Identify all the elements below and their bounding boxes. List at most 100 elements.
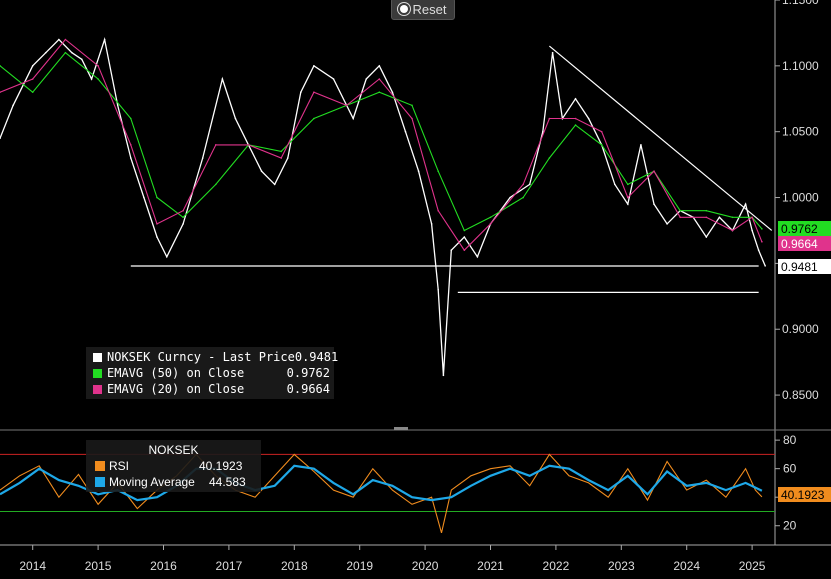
rsi-legend-item-rsi: RSI 40.1923: [86, 458, 261, 474]
data-point: [476, 255, 479, 258]
data-point: [509, 196, 511, 199]
rsi-tag: 40.1923: [778, 487, 831, 502]
data-point: [31, 91, 34, 93]
rsi-series-line-1: [0, 464, 763, 502]
data-point: [31, 78, 34, 80]
data-point: [332, 78, 335, 80]
data-point: [130, 117, 132, 120]
legend-swatch: [93, 384, 102, 394]
data-point: [64, 51, 67, 54]
price-tag-last: 0.9481: [778, 259, 831, 274]
data-point: [130, 157, 132, 159]
rsi-legend: NOKSEK RSI 40.1923 Moving Average 44.583: [86, 440, 261, 492]
x-tick-label: 2024: [673, 559, 700, 573]
data-point: [437, 170, 439, 172]
data-point: [574, 124, 577, 126]
data-point: [391, 91, 394, 93]
data-point: [260, 170, 263, 172]
price-tag-ema20: 0.9664: [778, 236, 831, 251]
data-point: [761, 240, 763, 243]
data-point: [679, 209, 681, 212]
data-point: [97, 78, 99, 80]
data-point: [44, 51, 47, 54]
data-point: [221, 78, 224, 80]
data-point: [378, 78, 381, 80]
legend-value: 0.9664: [286, 382, 330, 396]
y-tick-label: 0.8500: [782, 388, 819, 402]
data-point: [551, 51, 554, 54]
rsi-y-tick-label: 20: [783, 519, 797, 533]
series-line-0: [0, 36, 766, 376]
data-point: [542, 130, 544, 133]
data-point: [522, 196, 525, 199]
data-point: [764, 265, 766, 267]
data-point: [450, 249, 453, 252]
legend-item-ema50: EMAVG (50) on Close 0.9762: [90, 365, 334, 381]
y-tick-label: 1.0500: [782, 125, 819, 139]
x-tick-label: 2016: [150, 559, 177, 573]
legend-item-price: NOKSEK Curncy - Last Price 0.9481: [90, 349, 338, 365]
data-point: [666, 223, 668, 225]
data-point: [411, 104, 413, 107]
legend-label: EMAVG (20) on Close: [107, 382, 245, 396]
data-point: [103, 38, 106, 41]
x-tick-label: 2021: [477, 559, 504, 573]
legend-label: RSI: [109, 459, 130, 473]
panel-resize-handle: [394, 427, 408, 430]
data-point: [116, 104, 119, 107]
x-tick-label: 2014: [19, 559, 46, 573]
legend-value: 0.9762: [286, 366, 330, 380]
data-point: [705, 216, 708, 219]
data-point: [548, 117, 551, 120]
data-point: [587, 117, 590, 120]
data-point: [718, 216, 721, 219]
x-tick-label: 2019: [346, 559, 373, 573]
data-point: [71, 51, 73, 54]
data-point: [705, 236, 708, 238]
rsi-y-tick-label: 60: [783, 462, 797, 476]
data-point: [489, 223, 492, 225]
data-point: [97, 65, 99, 67]
data-point: [548, 157, 551, 159]
data-point: [751, 216, 753, 219]
data-point: [411, 117, 413, 120]
reset-button[interactable]: Reset: [391, 0, 455, 20]
data-point: [215, 144, 217, 146]
legend-label: Moving Average: [109, 475, 195, 489]
x-tick-label: 2025: [739, 559, 766, 573]
data-point: [757, 249, 760, 252]
data-point: [12, 104, 14, 107]
data-point: [731, 216, 734, 219]
data-point: [417, 170, 420, 172]
data-point: [627, 183, 629, 186]
data-point: [280, 157, 283, 159]
legend-swatch: [95, 477, 105, 487]
series-line-2: [0, 38, 763, 252]
y-tick-label: 1.1000: [782, 59, 819, 73]
data-point: [352, 117, 354, 120]
data-point: [286, 157, 289, 159]
data-point: [201, 157, 204, 159]
data-point: [156, 196, 158, 199]
data-point: [600, 144, 603, 146]
data-point: [130, 144, 132, 146]
data-point: [0, 137, 1, 140]
data-point: [0, 91, 1, 93]
data-point: [234, 117, 237, 120]
data-point: [182, 216, 184, 219]
data-point: [489, 216, 492, 219]
x-tick-label: 2023: [608, 559, 635, 573]
data-point: [280, 150, 283, 153]
data-point: [731, 229, 734, 232]
data-point: [215, 183, 217, 186]
trendline: [548, 45, 773, 231]
data-point: [182, 223, 184, 225]
data-point: [522, 183, 525, 186]
data-point: [80, 58, 83, 61]
data-point: [627, 203, 629, 205]
data-point: [165, 255, 168, 258]
data-point: [378, 65, 381, 67]
data-point: [313, 65, 315, 67]
legend-swatch: [93, 368, 102, 378]
